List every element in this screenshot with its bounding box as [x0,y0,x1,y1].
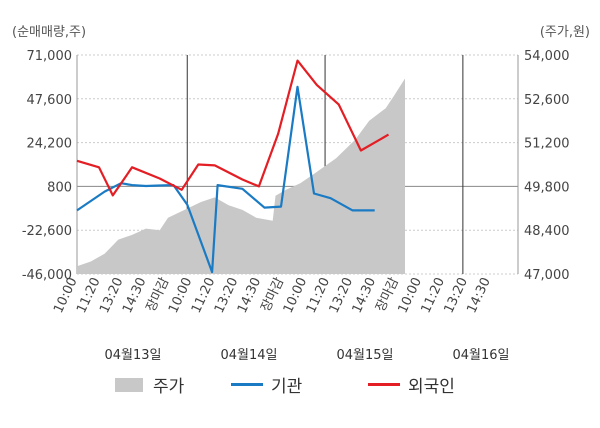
price-area [77,78,405,274]
date-label: 04월16일 [452,348,509,363]
left-tick-label: 71,000 [27,49,73,64]
x-axis-ticks: 10:0011:2013:2014:30장마감10:0011:2013:2014… [51,275,494,315]
left-axis-unit: (순매매량,주) [12,25,86,40]
legend: 주가 기관 외국인 [115,377,455,397]
right-tick-label: 49,800 [524,180,570,195]
right-tick-label: 54,000 [524,49,570,64]
right-axis-ticks: 54,000 52,600 51,200 49,800 48,400 47,000 [524,49,570,283]
date-label: 04월13일 [104,348,161,363]
right-tick-label: 48,400 [524,224,570,239]
legend-label: 기관 [271,377,302,397]
right-tick-label: 52,600 [524,93,570,108]
left-axis-ticks: 71,000 47,600 24,200 800 -22,600 -46,000 [22,49,72,283]
legend-swatch [231,383,263,386]
legend-swatch [115,378,143,392]
right-tick-label: 51,200 [524,137,570,152]
legend-label: 외국인 [408,377,455,397]
series-lines [76,59,390,274]
legend-swatch [368,383,400,386]
left-tick-label: 47,600 [27,93,73,108]
left-tick-label: -46,000 [22,268,72,283]
left-tick-label: 24,200 [27,137,73,152]
right-tick-label: 47,000 [524,268,570,283]
left-tick-label: 800 [47,180,72,195]
price-area-fill [77,78,405,274]
date-label: 04월15일 [336,348,393,363]
right-axis-unit: (주가,원) [540,25,590,40]
left-tick-label: -22,600 [22,224,72,239]
series-line-기관 [76,85,375,274]
series-line-외국인 [76,59,390,197]
legend-label: 주가 [153,377,185,397]
date-label: 04월14일 [220,348,277,363]
date-labels: 04월13일 04월14일 04월15일 04월16일 [104,348,509,363]
